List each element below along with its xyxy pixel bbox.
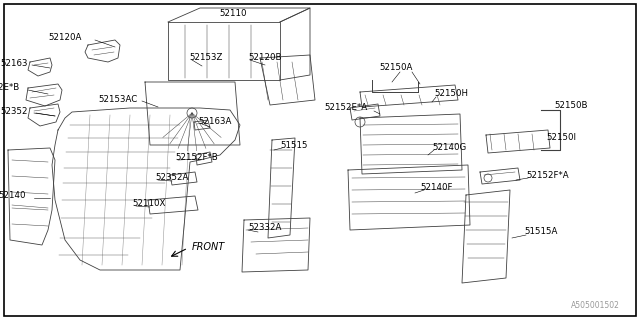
Text: 52110: 52110 [220, 9, 247, 18]
Text: 52152E*A: 52152E*A [325, 103, 368, 113]
Text: 52110X: 52110X [132, 199, 165, 209]
Text: FRONT: FRONT [192, 242, 225, 252]
Text: 52152F*B: 52152F*B [175, 154, 218, 163]
Text: 52150A: 52150A [380, 63, 413, 73]
Text: A505001502: A505001502 [571, 301, 620, 310]
Text: 52150I: 52150I [546, 133, 576, 142]
Text: 52150B: 52150B [554, 101, 588, 110]
Text: 52152F*A: 52152F*A [526, 171, 568, 180]
Text: 52153Z: 52153Z [189, 53, 222, 62]
Text: 52352: 52352 [1, 107, 28, 116]
Text: 52120B: 52120B [248, 53, 282, 62]
Text: 52352A: 52352A [155, 173, 188, 182]
Text: 52140F: 52140F [420, 182, 452, 191]
Text: 52163: 52163 [1, 59, 28, 68]
Text: 52140G: 52140G [432, 142, 467, 151]
Text: 52152E*B: 52152E*B [0, 84, 20, 92]
Text: 52120A: 52120A [49, 34, 82, 43]
Text: 52150H: 52150H [434, 90, 468, 99]
Text: 51515A: 51515A [524, 228, 557, 236]
Text: 52140: 52140 [0, 191, 26, 201]
Text: 52332A: 52332A [248, 223, 282, 233]
Text: 52163A: 52163A [198, 117, 232, 126]
Text: 52153AC: 52153AC [99, 94, 138, 103]
Text: 51515: 51515 [280, 141, 307, 150]
